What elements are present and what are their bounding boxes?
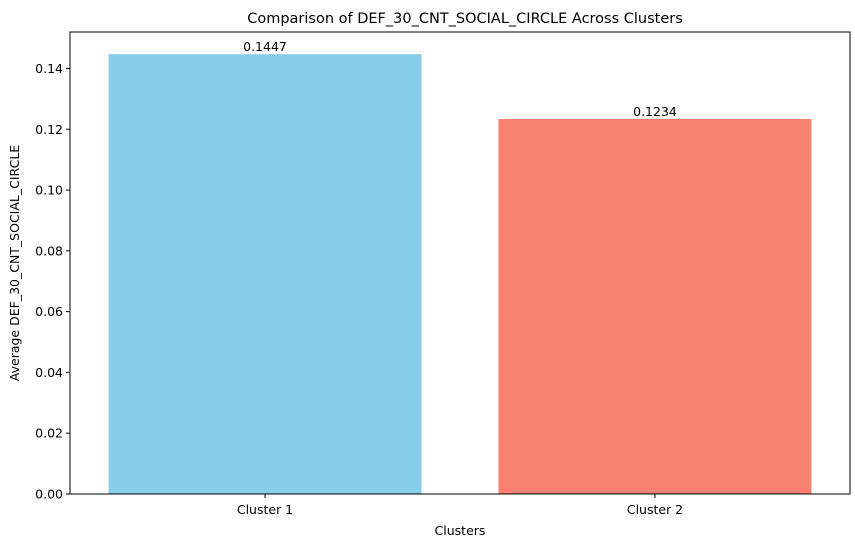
bar-value-label: 0.1234: [633, 104, 677, 119]
y-tick-label: 0.14: [35, 61, 63, 76]
plot-area: 0.00 0.02 0.04 0.06 0.08 0.10 0.12 0.14 0.1447 Cl…: [35, 39, 812, 517]
x-tick-label: Cluster 2: [627, 502, 683, 517]
chart-title: Comparison of DEF_30_CNT_SOCIAL_CIRCLE A…: [247, 11, 683, 27]
plot-frame: [69, 31, 851, 495]
x-tick-label: Cluster 1: [237, 502, 293, 517]
y-tick-label: 0.12: [35, 122, 63, 137]
y-tick-label: 0.02: [35, 426, 63, 441]
y-tick-label: 0.00: [35, 487, 63, 502]
x-axis-label: Clusters: [435, 523, 486, 538]
bar-value-label: 0.1447: [243, 39, 287, 54]
y-tick-label: 0.10: [35, 183, 63, 198]
y-tick-label: 0.06: [35, 304, 63, 319]
bar-2: [498, 118, 812, 494]
bar-1: [108, 54, 422, 494]
y-axis-label: Average DEF_30_CNT_SOCIAL_CIRCLE: [7, 145, 22, 382]
y-tick-label: 0.04: [35, 365, 63, 380]
y-tick-label: 0.08: [35, 243, 63, 258]
